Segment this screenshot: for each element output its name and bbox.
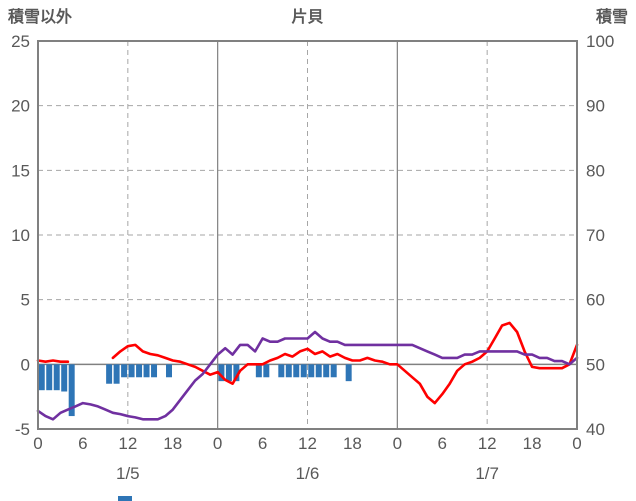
svg-text:0: 0 — [393, 434, 402, 453]
svg-text:0: 0 — [33, 434, 42, 453]
svg-text:18: 18 — [343, 434, 362, 453]
svg-text:0: 0 — [21, 355, 30, 374]
chart-title: 片貝 — [291, 9, 324, 26]
svg-text:50: 50 — [586, 355, 605, 374]
svg-text:90: 90 — [586, 97, 605, 116]
svg-text:12: 12 — [298, 434, 317, 453]
svg-text:5: 5 — [21, 291, 30, 310]
svg-text:12: 12 — [478, 434, 497, 453]
cropped-blue-swatch — [118, 496, 132, 501]
left-axis-title: 積雪以外 — [8, 9, 73, 26]
svg-text:18: 18 — [163, 434, 182, 453]
svg-text:1/7: 1/7 — [475, 464, 499, 483]
svg-text:-5: -5 — [15, 420, 30, 439]
svg-text:6: 6 — [78, 434, 87, 453]
svg-text:1/5: 1/5 — [116, 464, 140, 483]
svg-text:6: 6 — [258, 434, 267, 453]
svg-text:0: 0 — [572, 434, 581, 453]
svg-text:6: 6 — [438, 434, 447, 453]
right-axis-title: 積雪 — [595, 9, 628, 26]
svg-text:1/6: 1/6 — [296, 464, 320, 483]
svg-text:80: 80 — [586, 161, 605, 180]
svg-text:40: 40 — [586, 420, 605, 439]
svg-text:10: 10 — [11, 226, 30, 245]
svg-text:70: 70 — [586, 226, 605, 245]
svg-text:25: 25 — [11, 32, 30, 51]
svg-text:20: 20 — [11, 97, 30, 116]
svg-text:18: 18 — [523, 434, 542, 453]
svg-text:60: 60 — [586, 291, 605, 310]
svg-text:15: 15 — [11, 161, 30, 180]
svg-text:0: 0 — [213, 434, 222, 453]
svg-text:100: 100 — [586, 32, 614, 51]
svg-text:12: 12 — [118, 434, 137, 453]
